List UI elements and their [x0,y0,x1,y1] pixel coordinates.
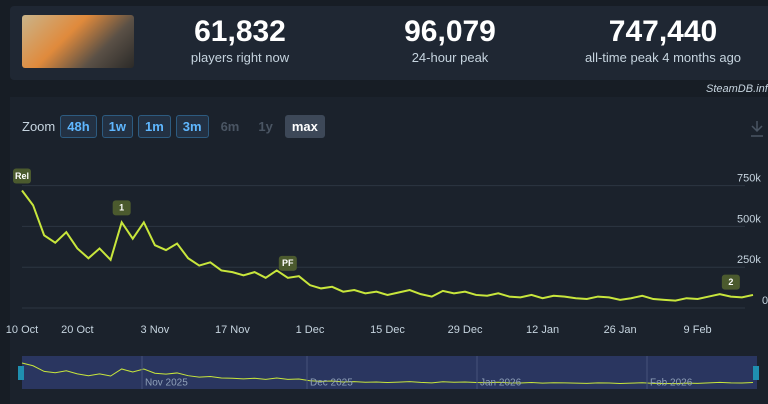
annotation-label: PF [282,258,294,268]
annotation-label: 2 [728,277,733,287]
navigator-handle[interactable] [753,366,759,380]
stat-label: all-time peak 4 months ago [584,50,742,65]
navigator-label: Nov 2025 [145,378,188,389]
stat-value: 96,079 [404,15,496,48]
stat-label: players right now [190,50,290,65]
game-image[interactable] [22,15,134,68]
annotation-flag [278,255,297,271]
x-tick-label: 15 Dec [370,324,405,336]
annotation-flag [13,168,31,184]
navigator-label: Jan 2026 [480,378,522,389]
navigator-label: Dec 2025 [310,378,353,389]
navigator-handle[interactable] [18,366,24,380]
zoom-button: 6m [220,119,240,134]
y-tick-label: 500k [737,213,761,225]
x-tick-label: 29 Dec [448,324,483,336]
zoom-button: 1y [258,119,273,134]
y-tick-label: 750k [737,173,761,185]
x-tick-label: 9 Feb [684,324,712,336]
zoom-button[interactable]: 1m [137,115,171,138]
stat: 61,832 players right now [145,14,335,65]
x-tick-label: 17 Nov [215,324,250,336]
stat-label: 24-hour peak [411,50,489,65]
download-icon [751,121,763,137]
x-tick-label: 26 Jan [604,324,637,336]
navigator-line [21,362,754,385]
player-line [21,189,754,302]
x-tick-label: 10 Oct [6,324,38,336]
chart-panel [10,97,768,404]
zoom-button[interactable]: max [284,115,325,138]
summary: 61,832 players right now 96,079 24-hour pe… [10,6,768,80]
annotation-label: Rel [15,171,29,181]
stat-value: 61,832 [194,15,286,48]
y-tick-label: 0 [762,295,768,307]
zoom-button[interactable]: 48h [60,115,97,138]
zoom-bar: Zoom 48h 1w 1m 3m 6m 1y max [22,115,325,138]
x-tick-label: 20 Oct [61,324,93,336]
annotation-flag [721,274,740,290]
x-tick-label: 1 Dec [296,324,325,336]
stat: 96,079 24-hour peak [355,14,545,65]
annotation-flag [112,200,131,216]
zoom-button[interactable]: 3m [175,115,209,138]
x-tick-label: 3 Nov [141,324,170,336]
stat-value: 747,440 [608,15,718,48]
navigator-label: Feb 2026 [650,378,693,389]
zoom-button[interactable]: 1w [101,115,133,138]
annotation-label: 1 [119,203,124,213]
stat: 747,440 all-time peak 4 months ago [568,14,758,65]
source[interactable]: SteamDB.info [706,83,768,95]
y-tick-label: 250k [737,254,761,266]
zoom-label: Zoom [22,119,56,134]
x-tick-label: 12 Jan [526,324,559,336]
